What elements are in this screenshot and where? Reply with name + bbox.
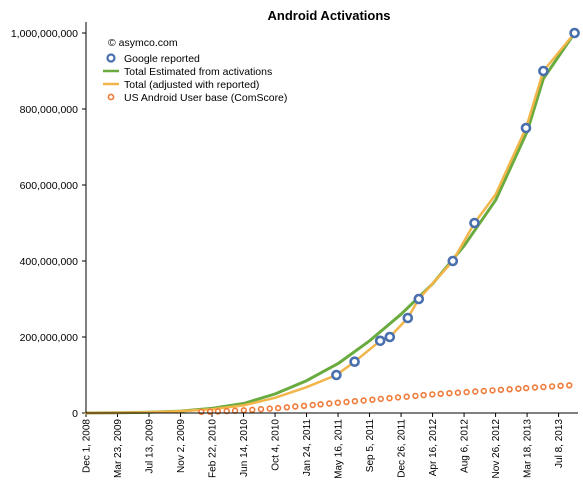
google-reported-point: [384, 331, 396, 343]
comscore-point: [522, 384, 530, 392]
comscore-point: [292, 403, 299, 410]
comscore-point: [480, 387, 487, 395]
x-tick-label: Feb 22, 2010: [208, 419, 219, 478]
x-tick-label: Apr 16, 2012: [428, 419, 439, 477]
comscore-point: [334, 399, 341, 406]
comscore-point: [317, 401, 324, 408]
comscore-point: [257, 406, 265, 413]
comscore-point: [420, 391, 427, 399]
comscore-point: [300, 402, 308, 409]
comscore-point: [249, 406, 256, 413]
comscore-point: [326, 400, 333, 407]
comscore-point: [463, 388, 470, 396]
y-tick-label: 800,000,000: [20, 104, 79, 116]
comscore-point: [403, 393, 410, 400]
legend-swatch-marker: [107, 93, 115, 101]
google-reported-point: [374, 335, 386, 347]
comscore-point: [497, 386, 505, 393]
google-reported-point: [538, 65, 549, 77]
x-tick-label: Jan 24, 2011: [302, 419, 313, 477]
comscore-point: [472, 388, 479, 395]
comscore-point: [386, 395, 393, 402]
copyright-text: © asymco.com: [108, 37, 178, 49]
x-tick-label: Jul 13, 2009: [145, 419, 156, 474]
series-line-2: [84, 31, 576, 415]
comscore-point: [394, 394, 402, 401]
x-tick-label: Nov 26, 2012: [491, 419, 502, 479]
google-reported-point: [520, 122, 532, 134]
legend-entry-label: Google reported: [124, 53, 200, 65]
y-tick-label: 600,000,000: [20, 180, 79, 192]
x-tick-label: Nov 2, 2009: [176, 419, 187, 473]
y-tick-label: 1,000,000,000: [11, 28, 78, 40]
comscore-point: [309, 401, 316, 409]
comscore-point: [506, 386, 513, 393]
x-tick-label: Dec 26, 2011: [397, 419, 408, 478]
comscore-point: [531, 384, 539, 391]
x-tick-label: May 16, 2011: [334, 419, 345, 479]
google-reported-point: [569, 27, 580, 39]
comscore-point: [377, 395, 384, 403]
legend-entry-label: US Android User base (ComScore): [124, 92, 287, 104]
comscore-point: [557, 382, 564, 389]
google-reported-point: [469, 217, 480, 229]
x-tick-label: Aug 6, 2012: [460, 419, 471, 473]
y-axis-ticks: 0 200,000,000 400,000,000 600,000,000 800,00…: [11, 28, 86, 420]
comscore-point: [437, 390, 444, 397]
comscore-point: [343, 398, 350, 406]
comscore-point: [566, 382, 573, 389]
x-tick-label: Jul 8, 2013: [554, 419, 565, 468]
google-reported-point: [331, 369, 342, 381]
google-reported-point: [447, 255, 459, 267]
x-tick-label: Oct 4, 2010: [271, 419, 282, 471]
x-axis-ticks: Dec 1, 2008 Mar 23, 2009 Jul 13, 2009 Nov 2…: [82, 413, 565, 479]
comscore-point: [198, 408, 205, 416]
comscore-point: [429, 391, 436, 398]
comscore-point: [351, 398, 359, 405]
comscore-point: [412, 392, 419, 400]
y-tick-label: 0: [72, 408, 78, 420]
y-tick-label: 400,000,000: [20, 256, 79, 268]
google-reported-point: [402, 312, 414, 324]
x-tick-label: Mar 18, 2013: [523, 419, 534, 478]
comscore-point: [240, 407, 248, 414]
x-tick-label: Dec 1, 2008: [82, 419, 93, 473]
y-tick-label: 200,000,000: [20, 332, 79, 344]
chart-title: Android Activations: [267, 8, 390, 23]
comscore-point: [515, 385, 522, 392]
legend-swatch-marker: [106, 53, 116, 63]
comscore-point: [283, 404, 291, 411]
comscore-point: [446, 390, 453, 397]
comscore-point: [548, 383, 556, 390]
legend-entry-label: Total Estimated from activations: [124, 66, 272, 78]
comscore-point: [274, 404, 282, 412]
comscore-point: [454, 389, 462, 396]
comscore-point: [489, 387, 496, 394]
plot-area: [84, 27, 580, 416]
comscore-point: [360, 397, 367, 404]
google-reported-point: [349, 356, 360, 368]
x-tick-label: Jun 14, 2010: [239, 419, 250, 477]
x-tick-label: Sep 5, 2011: [365, 419, 376, 473]
comscore-point: [266, 405, 273, 412]
comscore-point: [369, 396, 376, 403]
comscore-point: [540, 383, 547, 391]
comscore-point: [231, 407, 239, 414]
legend-entry-label: Total (adjusted with reported): [124, 79, 259, 91]
x-tick-label: Mar 23, 2009: [113, 419, 124, 478]
axes: [85, 22, 578, 414]
google-reported-point: [413, 293, 425, 305]
